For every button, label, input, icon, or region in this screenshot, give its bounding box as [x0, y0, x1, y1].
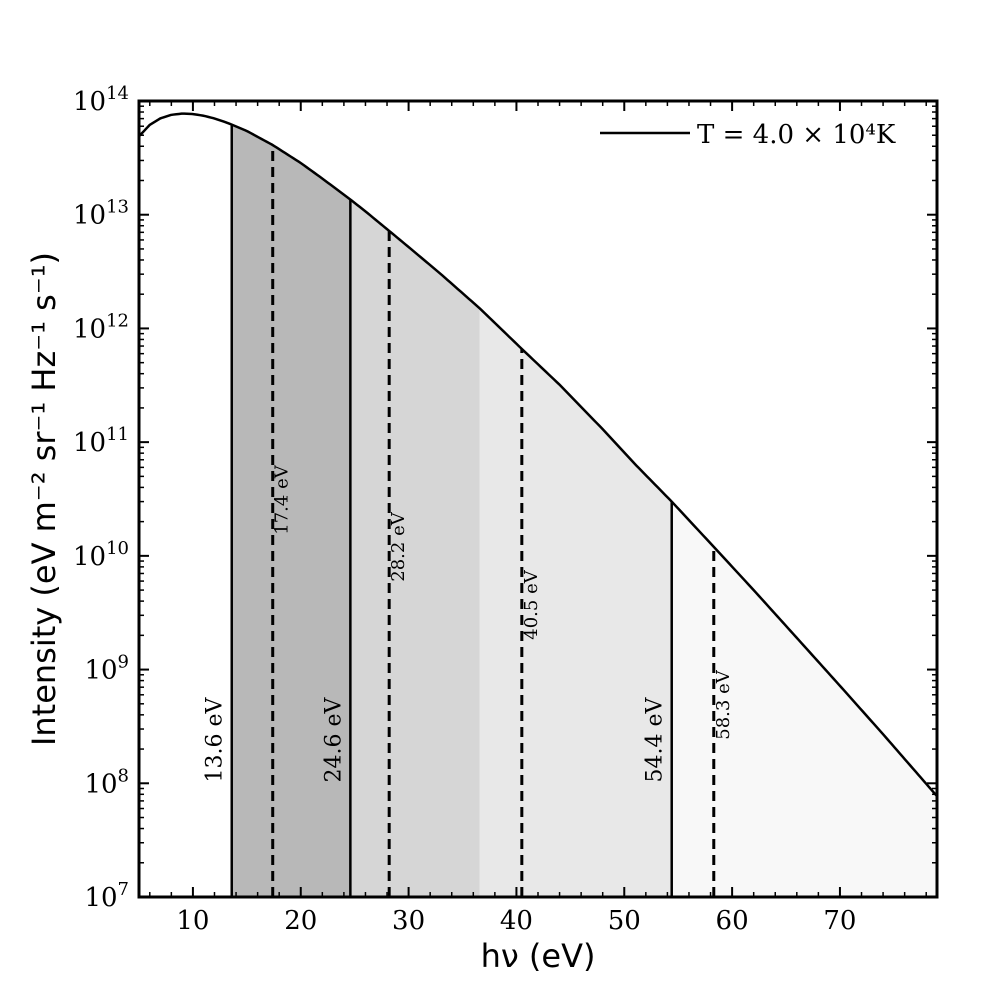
- y-tick-labels: 107 108 109 1010 1011 1012 1013 1014: [73, 83, 129, 913]
- edge-label-24-6: 24.6 eV: [321, 696, 346, 782]
- y-tick-label: 109: [84, 652, 129, 686]
- legend-label: T = 4.0 × 10⁴K: [697, 120, 896, 150]
- area-above-curve: [139, 99, 937, 797]
- y-tick-label: 1010: [73, 538, 129, 572]
- shaded-band-1: [231, 101, 351, 897]
- y-tick-label: 107: [84, 879, 129, 913]
- edge-label-13-6: 13.6 eV: [203, 696, 228, 782]
- edge-labels: 13.6 eV 17.4 eV 24.6 eV 28.2 eV 40.5 eV 54.4 …: [203, 464, 734, 782]
- x-tick-labels: 10 20 30 40 50 60 70: [176, 906, 856, 936]
- edge-label-28-2: 28.2 eV: [388, 511, 409, 581]
- y-axis-label: Intensity (eV m⁻² sr⁻¹ Hz⁻¹ s⁻¹): [25, 252, 63, 746]
- y-tick-label: 1014: [73, 83, 129, 117]
- spectrum-curve: [138, 112, 938, 798]
- x-tick-label: 40: [500, 906, 533, 936]
- edge-label-58-3: 58.3 eV: [713, 669, 734, 739]
- y-tick-label: 1013: [73, 197, 129, 231]
- spectrum-curve-group: [138, 112, 938, 798]
- x-axis-label: hν (eV): [481, 937, 596, 975]
- plot-frame: [137, 99, 939, 899]
- x-tick-label: 50: [608, 906, 641, 936]
- x-tick-label: 60: [716, 906, 749, 936]
- x-tick-label: 10: [176, 906, 209, 936]
- y-tick-label: 1012: [73, 310, 129, 344]
- x-tick-label: 70: [823, 906, 856, 936]
- y-tick-label: 1011: [73, 424, 129, 458]
- curve-mask: [139, 99, 937, 797]
- x-tick-label: 30: [392, 906, 425, 936]
- edge-label-54-4: 54.4 eV: [643, 696, 668, 782]
- edge-label-17-4: 17.4 eV: [272, 464, 293, 534]
- legend: T = 4.0 × 10⁴K: [600, 120, 896, 150]
- x-tick-label: 20: [284, 906, 317, 936]
- edge-lines: [230, 124, 716, 897]
- edge-label-40-5: 40.5 eV: [521, 569, 542, 639]
- y-tick-label: 108: [84, 765, 129, 799]
